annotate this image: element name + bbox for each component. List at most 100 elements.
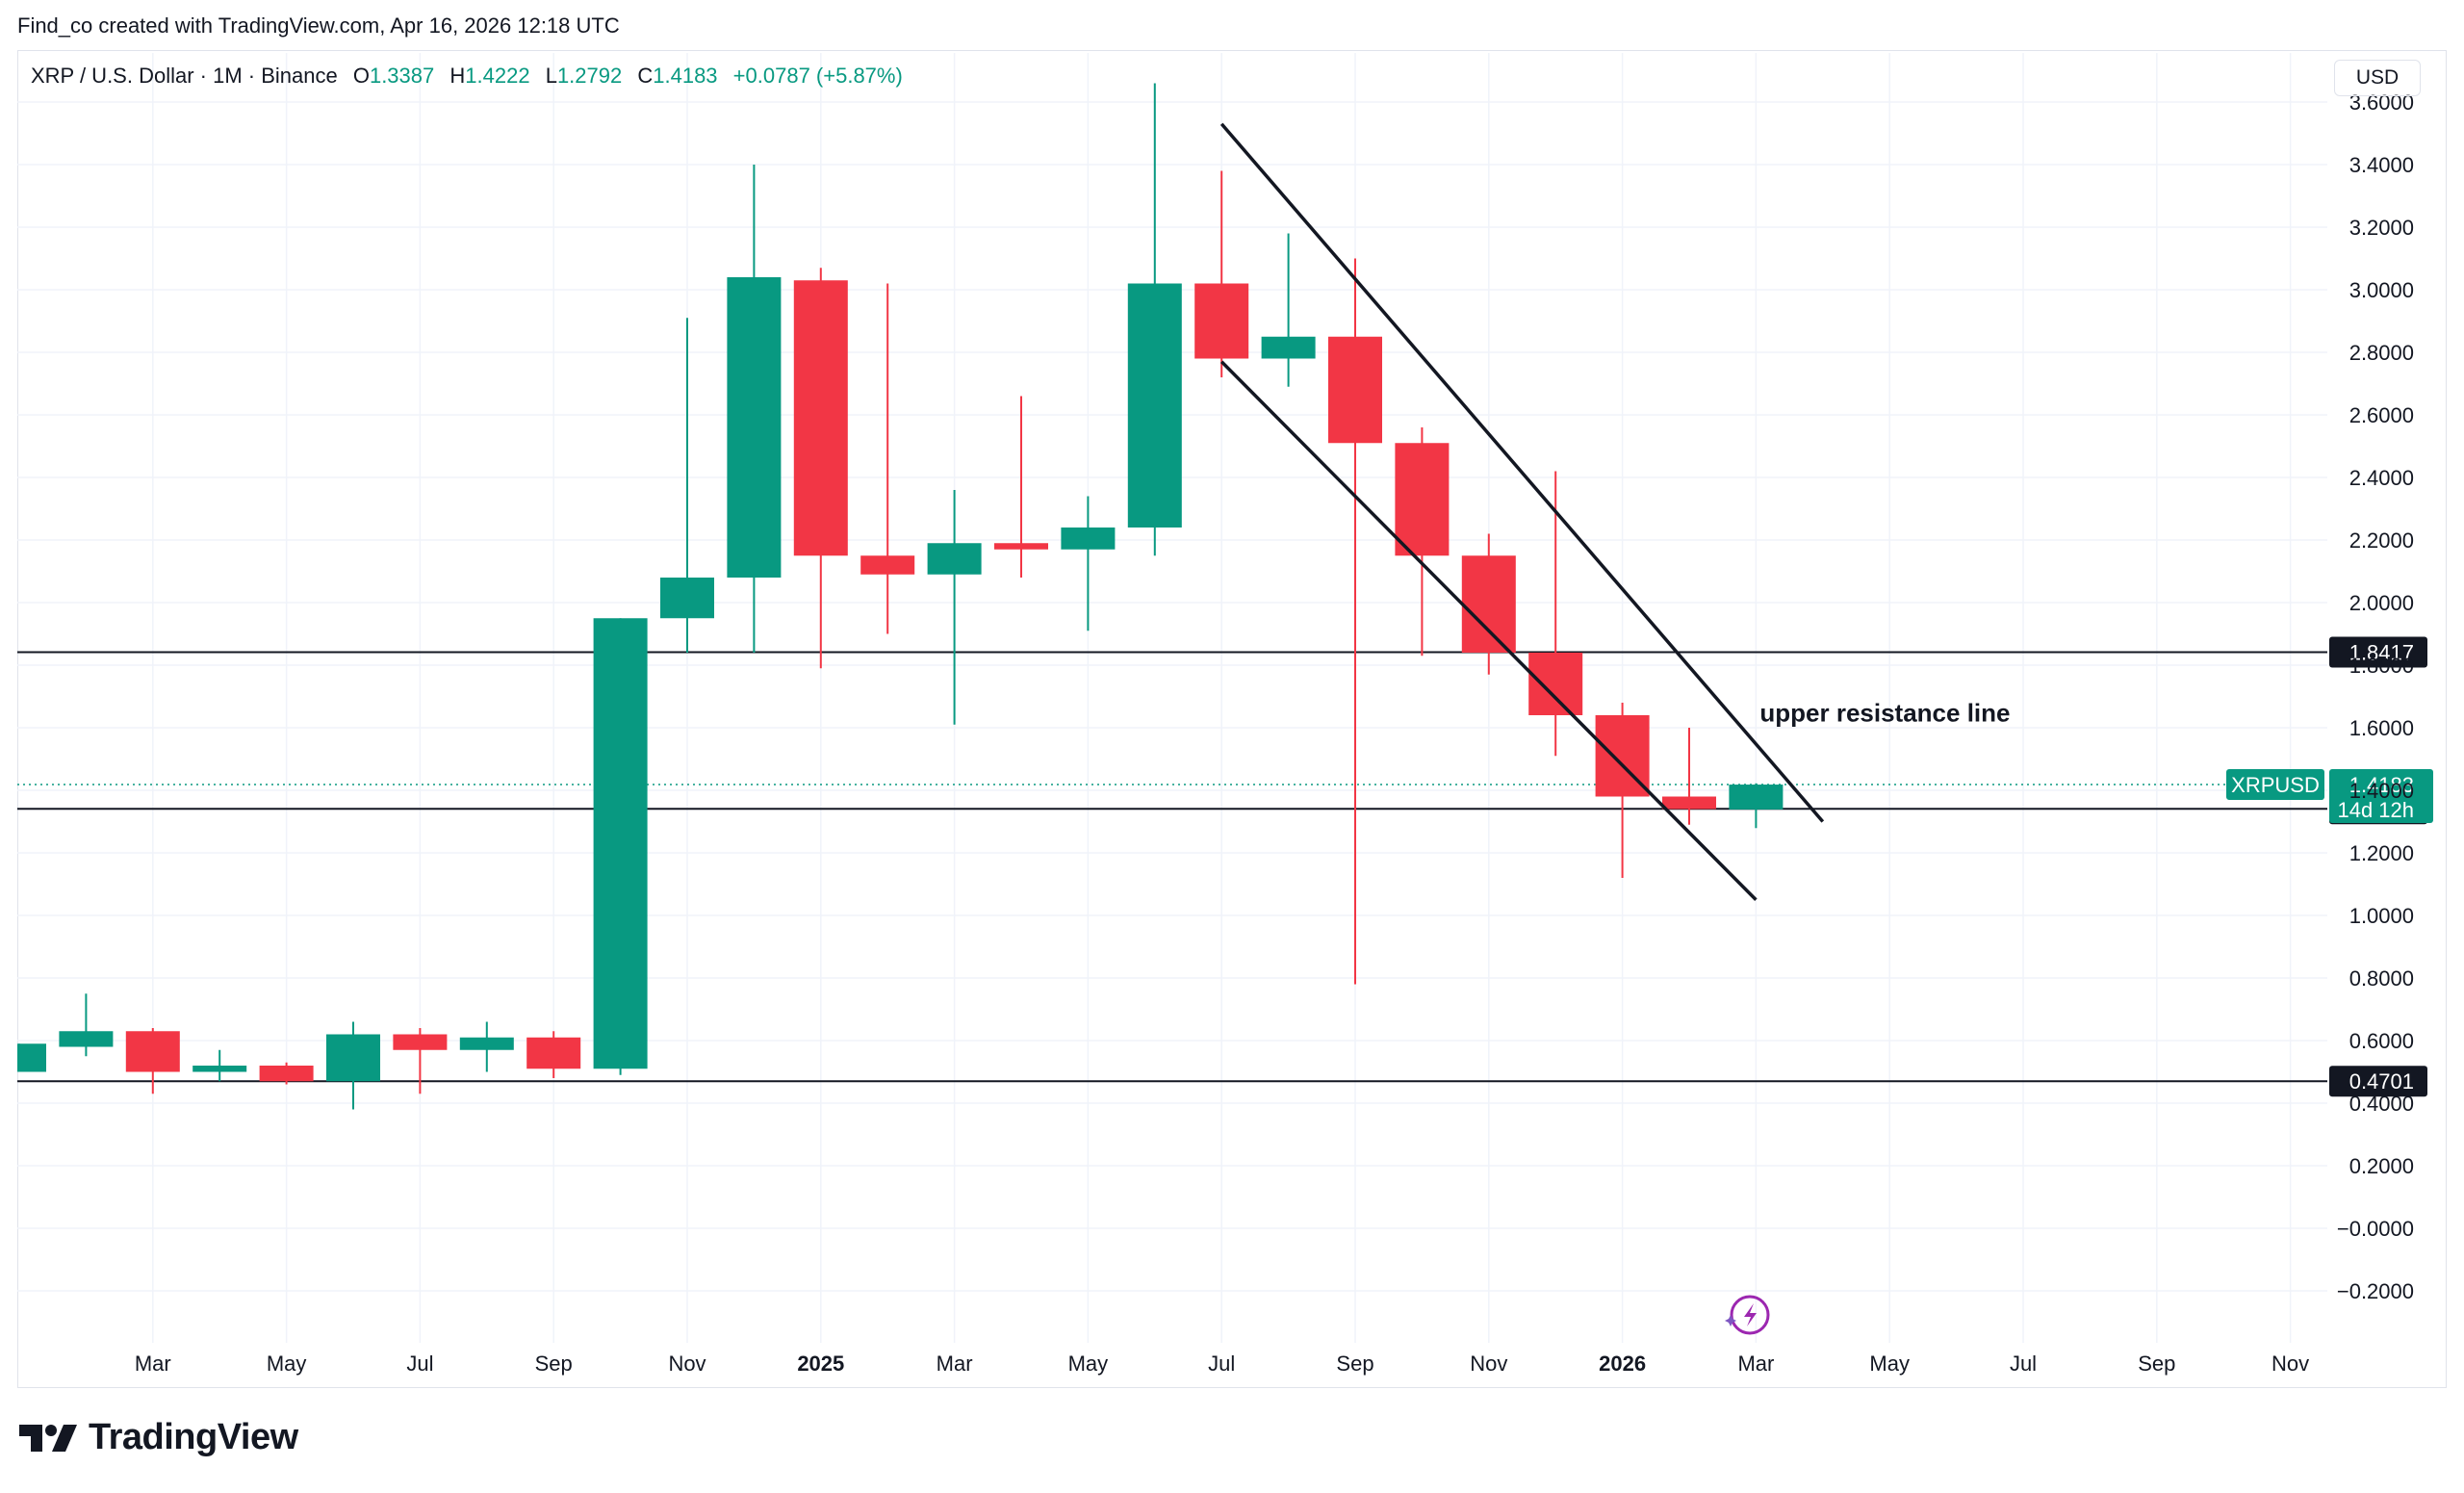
price-tick-label: 0.4000 — [2349, 1092, 2414, 1116]
candle-body — [727, 277, 782, 578]
close-value: 1.4183 — [653, 64, 718, 88]
candle-body — [1194, 283, 1249, 359]
trend-lines — [1219, 122, 1825, 901]
chart-frame[interactable] — [17, 50, 2447, 1388]
time-tick-label: Sep — [1336, 1351, 1373, 1376]
price-tick-label: −0.0000 — [2337, 1217, 2414, 1241]
candle-body — [192, 1066, 247, 1072]
bar-countdown: 14d 12h — [2337, 798, 2414, 822]
currency-selector[interactable]: USD — [2334, 60, 2421, 96]
time-tick-label: May — [267, 1351, 307, 1376]
time-tick-label: May — [1068, 1351, 1109, 1376]
trend-line — [1219, 122, 1825, 823]
candles — [17, 83, 1784, 1110]
candle-body — [1061, 528, 1116, 550]
chart-attribution: Find_co created with TradingView.com, Ap… — [17, 13, 620, 38]
tradingview-logo-icon — [19, 1424, 77, 1452]
price-tick-label: 2.6000 — [2349, 403, 2414, 427]
price-tick-label: 0.2000 — [2349, 1154, 2414, 1178]
candle-body — [1395, 443, 1450, 556]
candle-body — [1662, 796, 1716, 810]
candle-body — [1461, 555, 1516, 653]
price-tick-label: 2.2000 — [2349, 528, 2414, 553]
candle-body — [1127, 283, 1182, 528]
high-value: 1.4222 — [465, 64, 530, 88]
candle-body — [660, 578, 714, 619]
trend-line — [1219, 360, 1758, 901]
price-tick-label: −0.2000 — [2337, 1279, 2414, 1303]
time-tick-label: Jul — [1208, 1351, 1235, 1376]
price-tick-label: 2.8000 — [2349, 341, 2414, 365]
tradingview-logo: TradingView — [19, 1417, 298, 1458]
candle-body — [17, 1043, 46, 1072]
level-badge-text: 0.4701 — [2349, 1069, 2414, 1094]
last-price-value: 1.4183 — [2349, 773, 2414, 797]
candle-body — [927, 543, 982, 575]
price-tick-label: 3.6000 — [2349, 90, 2414, 115]
candle-body — [459, 1037, 514, 1050]
chart-labels: upper resistance line1.84171.34080.4701X… — [1759, 636, 2433, 1097]
lightning-icon[interactable] — [1725, 1295, 1770, 1335]
time-tick-label: Sep — [2138, 1351, 2175, 1376]
level-badge — [2329, 1066, 2427, 1097]
ohlc-legend: XRP / U.S. Dollar · 1M · Binance O1.3387… — [31, 64, 903, 89]
candle-body — [393, 1034, 448, 1050]
candle-body — [1729, 785, 1784, 810]
price-tick-label: 0.8000 — [2349, 966, 2414, 991]
price-tick-label: 2.0000 — [2349, 591, 2414, 615]
time-tick-label: Sep — [535, 1351, 573, 1376]
price-tick-label: 2.4000 — [2349, 466, 2414, 490]
horizontal-levels — [17, 651, 2327, 1083]
currency-label: USD — [2355, 66, 2400, 89]
price-tick-label: 3.4000 — [2349, 153, 2414, 177]
time-tick-label: Mar — [1737, 1351, 1774, 1376]
price-tick-label: 1.8000 — [2349, 654, 2414, 678]
last-price-badge — [2329, 769, 2433, 824]
symbol-badge — [2226, 769, 2324, 801]
level-badge-text: 1.8417 — [2349, 640, 2414, 664]
symbol-badge-text: XRPUSD — [2231, 773, 2320, 797]
low-value: 1.2792 — [556, 64, 623, 88]
time-tick-label: Nov — [668, 1351, 706, 1376]
price-tick-label: 3.0000 — [2349, 278, 2414, 302]
time-tick-label: Jul — [406, 1351, 433, 1376]
open-value: 1.3387 — [369, 64, 435, 88]
time-tick-label: Mar — [135, 1351, 171, 1376]
price-tick-label: 0.6000 — [2349, 1029, 2414, 1053]
grid-layer — [17, 53, 2327, 1343]
high-label: H — [449, 64, 466, 88]
time-tick-label: 2025 — [797, 1351, 844, 1376]
close-label: C — [637, 64, 654, 88]
candle-body — [793, 280, 848, 556]
price-tick-label: 1.2000 — [2349, 841, 2414, 865]
low-label: L — [545, 64, 557, 88]
price-tick-label: 1.6000 — [2349, 716, 2414, 740]
time-tick-label: May — [1869, 1351, 1910, 1376]
brand-name: TradingView — [89, 1417, 298, 1457]
time-tick-label: Jul — [2010, 1351, 2037, 1376]
candle-body — [860, 555, 915, 575]
candle-body — [1261, 336, 1316, 359]
price-tick-label: 3.2000 — [2349, 216, 2414, 240]
candle-body — [526, 1037, 581, 1069]
level-badge — [2329, 636, 2427, 668]
annotation-upper-resistance: upper resistance line — [1759, 699, 2010, 728]
candle-body — [259, 1066, 314, 1082]
candle-body — [593, 618, 648, 1069]
time-tick-label: Nov — [2272, 1351, 2309, 1376]
price-tick-label: 1.4000 — [2349, 779, 2414, 803]
candle-body — [1528, 653, 1583, 715]
candle-body — [326, 1034, 380, 1082]
open-label: O — [352, 64, 370, 88]
candle-body — [1328, 336, 1382, 444]
candle-body — [59, 1031, 114, 1047]
time-tick-label: Nov — [1470, 1351, 1507, 1376]
price-tick-label: 1.0000 — [2349, 904, 2414, 928]
candle-body — [125, 1031, 180, 1072]
time-tick-label: Mar — [937, 1351, 973, 1376]
change-value: +0.0787 (+5.87%) — [732, 64, 903, 88]
time-tick-label: 2026 — [1599, 1351, 1646, 1376]
axes: 3.6000 3.4000 3.2000 3.0000 2.8000 2.6000 2.40… — [135, 90, 2414, 1376]
symbol-title[interactable]: XRP / U.S. Dollar · 1M · Binance — [31, 64, 338, 88]
